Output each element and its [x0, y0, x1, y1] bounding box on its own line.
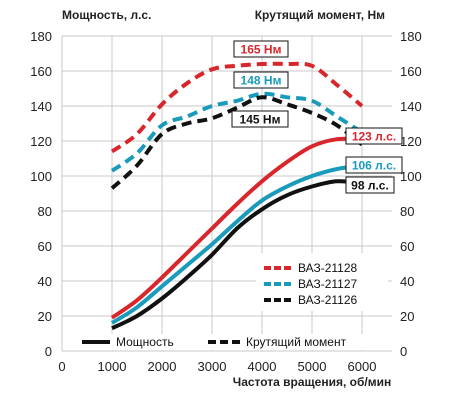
series-power-2 [111, 179, 363, 331]
y-tick-label-right: 60 [400, 239, 414, 254]
y-tick-label-right: 0 [400, 344, 407, 359]
legend-entry-label: ВАЗ-21128 [298, 261, 358, 275]
y-tick-label-left: 100 [30, 169, 52, 184]
x-tick-label: 6000 [348, 359, 377, 374]
y-tick-label-left: 0 [45, 344, 52, 359]
annotation-box [345, 127, 403, 145]
annotation-text: 98 л.с. [351, 179, 389, 193]
x-tick-label: 2000 [148, 359, 177, 374]
y-tick-label-right: 160 [400, 64, 422, 79]
x-axis-title: Частота вращения, об/мин [233, 375, 391, 389]
legend-entry-label: ВАЗ-21126 [298, 293, 358, 307]
x-tick-label: 1000 [98, 359, 127, 374]
annotation-box [345, 156, 403, 174]
annotation-label: 106 л.с. [345, 156, 403, 174]
legend-entry-label: ВАЗ-21127 [298, 277, 358, 291]
annotation-box [233, 40, 289, 58]
annotation-label: 145 Нм [231, 110, 289, 128]
annotation-box [345, 176, 395, 194]
annotation-label: 148 Нм [233, 71, 289, 89]
y-tick-label-left: 120 [30, 134, 52, 149]
data-series [110, 61, 364, 331]
legend-torque-label: Крутящий момент [246, 335, 347, 349]
y-tick-label-left: 140 [30, 99, 52, 114]
y-tick-label-right: 180 [400, 29, 422, 44]
y-tick-label-left: 180 [30, 29, 52, 44]
x-tick-label: 4000 [248, 359, 277, 374]
annotation-text: 148 Нм [241, 74, 282, 88]
legend-line-types: Мощность Крутящий момент [76, 334, 376, 350]
legend-power-label: Мощность [116, 335, 174, 349]
y-tick-label-right: 80 [400, 204, 414, 219]
y-tick-label-left: 160 [30, 64, 52, 79]
annotation-label: 98 л.с. [345, 176, 395, 194]
y-axis-left-title: Мощность, л.с. [62, 8, 151, 22]
series-torque-2 [110, 95, 364, 190]
series-power-0 [110, 136, 363, 320]
series-torque-1 [110, 91, 364, 173]
x-tick-label: 3000 [198, 359, 227, 374]
y-tick-label-left: 20 [38, 309, 52, 324]
annotation-box [231, 110, 289, 128]
annotation-text: 165 Нм [241, 43, 282, 57]
y-tick-label-left: 40 [38, 274, 52, 289]
annotation-box [233, 71, 289, 89]
y-tick-label-right: 40 [400, 274, 414, 289]
legend: ВАЗ-21128 ВАЗ-21127 ВАЗ-21126 [256, 253, 388, 311]
series-power-1 [110, 163, 363, 325]
y-tick-label-right: 100 [400, 169, 422, 184]
y-axis-right-title: Крутящий момент, Нм [255, 8, 385, 22]
annotation-label: 165 Нм [233, 40, 289, 58]
x-tick-label: 0 [58, 359, 65, 374]
annotation-text: 145 Нм [240, 113, 281, 127]
y-tick-label-left: 60 [38, 239, 52, 254]
y-tick-label-left: 80 [38, 204, 52, 219]
y-tick-label-right: 20 [400, 309, 414, 324]
annotation-text: 123 л.с. [352, 130, 396, 144]
annotation-label: 123 л.с. [345, 127, 403, 145]
annotation-text: 106 л.с. [352, 159, 396, 173]
x-tick-label: 5000 [298, 359, 327, 374]
y-tick-label-right: 120 [400, 134, 422, 149]
y-tick-label-right: 140 [400, 99, 422, 114]
annotations: 165 Нм 148 Нм 145 Нм 123 л.с. 106 л.с. 98 л.с… [231, 40, 403, 194]
